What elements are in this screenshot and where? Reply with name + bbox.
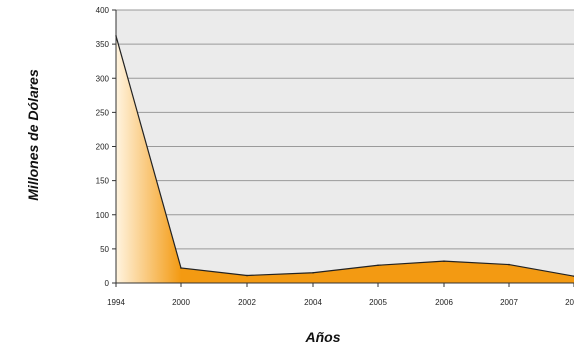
x-tick-label-1994: 1994: [107, 298, 125, 307]
data-point-2007: [508, 263, 510, 266]
data-point-2002: [246, 274, 248, 277]
x-tick-label-2005: 2005: [369, 298, 387, 307]
x-tick-label-2000: 2000: [172, 298, 190, 307]
y-tick-label-350: 350: [96, 40, 110, 49]
data-point-2004: [312, 271, 314, 274]
y-tick-label-100: 100: [96, 211, 110, 220]
y-tick-label-150: 150: [96, 177, 110, 186]
y-tick-label-400: 400: [96, 6, 110, 15]
x-tick-label-2008: 2008: [565, 298, 574, 307]
x-tick-label-2006: 2006: [435, 298, 453, 307]
y-tick-label-50: 50: [100, 245, 109, 254]
y-tick-label-200: 200: [96, 143, 110, 152]
y-axis-title: Millones de Dólares: [25, 69, 41, 201]
x-tick-labels: 1994 2000 2002 2004 2005 2006 2007 2008: [107, 298, 574, 307]
data-point-2000: [180, 267, 182, 269]
x-tick-label-2002: 2002: [238, 298, 256, 307]
y-tick-labels: 0 50 100 150 200 250 300 350 400: [96, 6, 110, 288]
x-tick-label-2004: 2004: [304, 298, 322, 307]
axes: [112, 9, 574, 287]
y-tick-label-0: 0: [105, 279, 110, 288]
x-axis-title: Años: [305, 329, 341, 345]
grid-lines: [116, 9, 574, 250]
data-point-2005: [377, 264, 379, 267]
data-point-2006: [443, 260, 445, 262]
x-tick-label-2007: 2007: [500, 298, 518, 307]
y-tick-label-300: 300: [96, 74, 110, 83]
y-tick-label-250: 250: [96, 108, 110, 117]
area-fill: [116, 35, 574, 284]
area-outline: [115, 35, 574, 277]
